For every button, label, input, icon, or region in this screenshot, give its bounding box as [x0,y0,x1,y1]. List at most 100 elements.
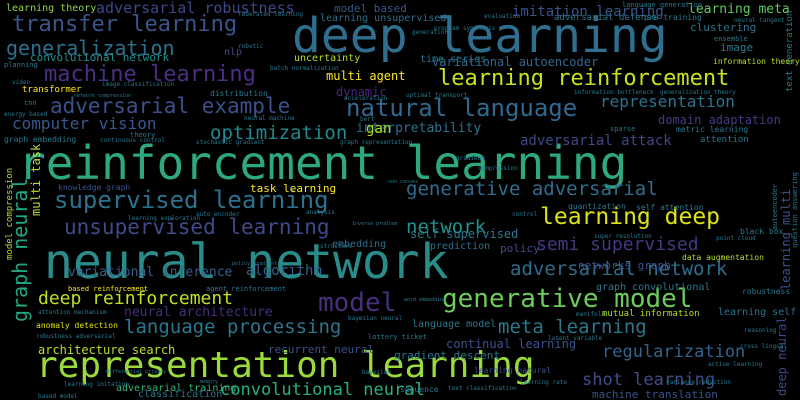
cloud-word: recurrent neural [268,343,374,356]
cloud-word: generalization theory [660,89,736,96]
cloud-word: classification [138,389,223,400]
cloud-word: networks graph [578,259,671,272]
cloud-word: policy [500,242,540,255]
cloud-word: cnn [24,99,37,107]
cloud-word: agent reinforcement [206,285,287,293]
cloud-word: self attention [636,203,704,212]
cloud-word: gradient descent [394,349,500,362]
cloud-word: batch normalization [270,65,339,72]
cloud-word: learning deep [540,204,721,230]
cloud-word: robustness adversarial [36,333,116,340]
cloud-word: machine learning [44,62,256,87]
cloud-word: attention mechanism [38,309,107,316]
cloud-word: interpretability [356,121,482,136]
cloud-word: supervised learning [54,186,329,214]
cloud-word: algorithm [246,263,322,279]
cloud-word: adversarial example [50,94,291,118]
cloud-word: sparse [610,125,636,133]
cloud-word: data augmentation [682,253,764,262]
cloud-word: bayesian neural [348,315,403,322]
cloud-word: learning meta [688,2,790,17]
cloud-word: clustering [690,21,757,34]
cloud-word: pre training [644,13,702,22]
cloud-word: self supervised [410,227,519,241]
cloud-word: black box [740,227,784,236]
cloud-word: time series [420,54,487,65]
cloud-word: neural architecture [124,305,273,320]
cloud-word: language generation [622,1,703,9]
cloud-word: text classification [448,385,517,392]
cloud-word: robotic [238,43,264,50]
cloud-word: computer vision [12,114,157,133]
cloud-word: cross lingual [740,343,787,350]
cloud-word: embedding [332,239,387,250]
cloud-word: shot learning [582,370,716,390]
cloud-word: imitation learning [512,4,664,20]
cloud-word: autoencoder [771,183,779,230]
cloud-word: task learning [250,182,337,195]
cloud-word: learning theory [6,3,97,14]
cloud-word: federated learning [238,11,304,18]
cloud-word: text generation [785,10,795,92]
cloud-word: learning imitation [64,381,130,388]
cloud-word: multi agent [326,69,406,83]
cloud-word: compression [478,165,518,172]
cloud-word: information bottleneck [574,89,654,96]
cloud-word: evaluation [484,13,521,20]
cloud-word: active learning [708,361,763,368]
cloud-word: adversarial training [116,383,237,394]
cloud-word: natural language [346,94,578,122]
cloud-word: nlp [224,47,243,58]
cloud-word: bert [360,116,375,123]
cloud-word: ensemble [714,35,748,43]
cloud-word: auto encoder [196,211,240,218]
cloud-word: theory [130,131,156,139]
cloud-word: generation [412,29,449,36]
cloud-word: attention [700,135,749,145]
cloud-word: super resolution [594,233,652,240]
cloud-word: graph representation [340,139,413,146]
cloud-word: learning rate [520,379,567,386]
cloud-word: neural network [44,234,449,290]
cloud-word: information theory [713,57,800,66]
cloud-word: semi supervised [536,234,699,255]
cloud-word: gradient [456,155,485,162]
cloud-word: control [512,211,538,218]
cloud-word: distribution [210,89,268,98]
cloud-word: graph embedding [4,135,77,144]
cloud-word: planning [4,61,38,69]
cloud-word: language model [412,319,497,330]
cloud-word: learning self [718,307,797,318]
cloud-word: unsupervised learning [64,215,330,239]
cloud-word: anomaly detection [36,321,118,330]
cloud-word: reinforcement learning [18,136,628,190]
cloud-word: adversarial defense [554,13,657,23]
cloud-word: image [720,41,754,54]
cloud-word: inverse problem [352,221,398,227]
cloud-word: bayesian [362,369,391,376]
cloud-word: network compression [74,93,132,99]
cloud-word: uncertainty [294,53,361,64]
cloud-word: prediction [430,241,491,252]
cloud-word: machine translation [592,388,718,400]
cloud-word: adversarial network [510,258,728,280]
cloud-word: policy gradient [232,261,278,267]
cloud-word: point cloud [716,235,756,242]
cloud-word: network [406,216,487,238]
cloud-word: generalization [6,36,175,60]
cloud-word: based model [38,393,78,400]
cloud-word: based reinforcement [68,285,149,293]
cloud-word: video [12,79,31,86]
cloud-word: sequence [400,385,439,394]
cloud-word: domain adaptation [658,113,781,127]
cloud-word: quantization [568,202,626,211]
cloud-word: graph convolutional [596,282,711,293]
cloud-word: word embedding [404,297,447,303]
cloud-word: multi task [29,143,43,216]
cloud-word: program synthesis [434,25,496,32]
cloud-word: memory [200,379,219,385]
cloud-word: optimal transport [406,92,468,99]
cloud-word: optimization [210,122,348,144]
cloud-word: generative model [442,284,693,314]
